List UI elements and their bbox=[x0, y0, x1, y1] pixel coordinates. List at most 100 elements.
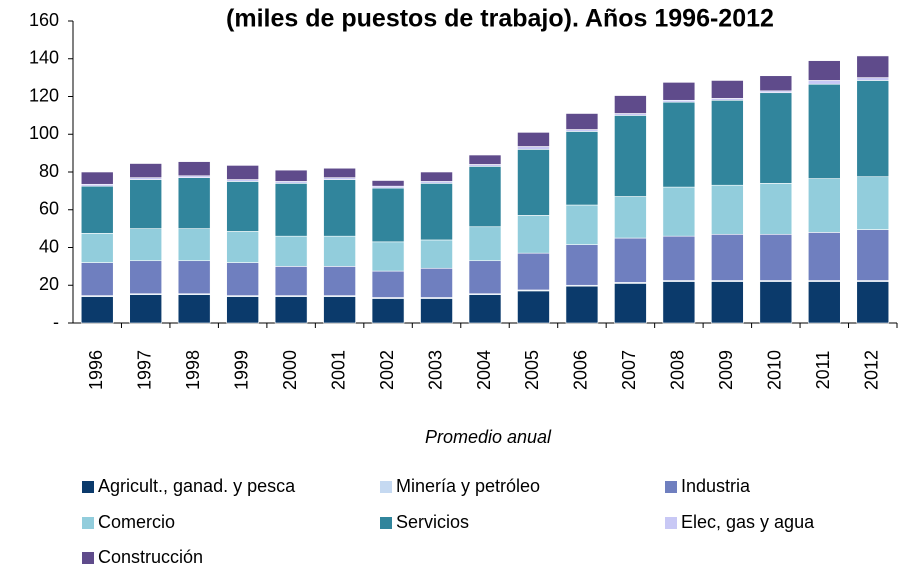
x-tick-label: 2010 bbox=[765, 350, 785, 390]
bar-segment bbox=[129, 294, 163, 324]
y-tick-label: 80 bbox=[39, 161, 59, 181]
bar-segment bbox=[420, 171, 453, 182]
bar-segment bbox=[614, 196, 647, 239]
bar-segment bbox=[807, 281, 841, 324]
bar-segment bbox=[420, 267, 453, 298]
bar-segment bbox=[856, 80, 890, 178]
x-tick-label: 1997 bbox=[134, 350, 154, 390]
bar-segment bbox=[565, 204, 599, 245]
bar-segment bbox=[759, 233, 793, 281]
bar-segment bbox=[565, 113, 599, 130]
bar-segment bbox=[129, 179, 163, 229]
bar-segment bbox=[226, 231, 259, 263]
legend-swatch bbox=[380, 481, 392, 493]
bar-segment bbox=[759, 183, 793, 235]
x-tick-label: 2011 bbox=[813, 351, 833, 390]
bar-segment bbox=[662, 281, 696, 324]
legend-label: Minería y petróleo bbox=[396, 476, 540, 496]
x-tick-label: 2006 bbox=[571, 350, 591, 390]
bar-segment bbox=[371, 180, 405, 187]
bar-segment bbox=[565, 131, 599, 206]
bar-segment bbox=[807, 232, 841, 281]
bar-segment bbox=[323, 235, 356, 267]
y-tick-label: 120 bbox=[29, 85, 59, 105]
bar-segment bbox=[856, 229, 890, 281]
bar-segment bbox=[323, 266, 356, 296]
bar-segment bbox=[177, 260, 211, 295]
bar-segment bbox=[420, 239, 453, 269]
bar-segment bbox=[517, 132, 550, 147]
y-tick-label: 60 bbox=[39, 199, 59, 219]
bar-segment bbox=[517, 149, 550, 216]
y-tick-label: 160 bbox=[29, 10, 59, 30]
bar-segment bbox=[517, 290, 550, 324]
bar-segment bbox=[759, 92, 793, 184]
legend-label: Industria bbox=[681, 476, 751, 496]
bar-segment bbox=[274, 235, 308, 267]
legend-label: Agricult., ganad. y pesca bbox=[98, 476, 296, 496]
x-tick-label: 1996 bbox=[86, 350, 106, 390]
bar-segment bbox=[807, 60, 841, 81]
bar-segment bbox=[517, 215, 550, 254]
bar-segment bbox=[371, 187, 405, 243]
bar-segment bbox=[129, 228, 163, 262]
bar-segment bbox=[517, 146, 550, 150]
bar-segment bbox=[468, 294, 502, 324]
bar-segment bbox=[274, 169, 308, 182]
legend-swatch bbox=[665, 517, 677, 529]
bar-segment bbox=[177, 294, 211, 324]
bar-segment bbox=[614, 283, 647, 324]
bar-segment bbox=[759, 281, 793, 324]
bar-segment bbox=[371, 241, 405, 272]
bar-segment bbox=[80, 185, 114, 234]
x-axis-label: Promedio anual bbox=[425, 427, 552, 447]
bar-segment bbox=[468, 226, 502, 262]
bar-segment bbox=[807, 83, 841, 179]
bar-segment bbox=[323, 179, 356, 237]
bar-segment bbox=[80, 262, 114, 296]
legend-swatch bbox=[82, 552, 94, 564]
bar-segment bbox=[856, 77, 890, 81]
x-tick-label: 2005 bbox=[522, 350, 542, 390]
y-tick-label: 40 bbox=[39, 236, 59, 256]
bar-segment bbox=[129, 163, 163, 178]
bar-segment bbox=[323, 167, 356, 178]
legend-label: Comercio bbox=[98, 512, 175, 532]
x-tick-label: 2003 bbox=[425, 350, 445, 390]
x-tick-label: 1998 bbox=[183, 350, 203, 390]
legend-swatch bbox=[665, 481, 677, 493]
bar-segment bbox=[80, 233, 114, 263]
bar-segment bbox=[759, 75, 793, 92]
x-tick-label: 2009 bbox=[716, 350, 736, 390]
bar-segment bbox=[711, 99, 744, 186]
x-tick-label: 2001 bbox=[328, 350, 348, 390]
bar-segment bbox=[468, 166, 502, 228]
bar-segment bbox=[614, 115, 647, 197]
bar-segment bbox=[323, 296, 356, 324]
y-tick-label: - bbox=[53, 312, 59, 332]
x-tick-label: 2008 bbox=[668, 350, 688, 390]
legend-swatch bbox=[82, 481, 94, 493]
legend-label: Construcción bbox=[98, 547, 203, 567]
bar-segment bbox=[856, 55, 890, 78]
bar-segment bbox=[711, 80, 744, 99]
bar-segment bbox=[129, 260, 163, 295]
bar-segment bbox=[274, 296, 308, 324]
legend-swatch bbox=[82, 517, 94, 529]
bar-segment bbox=[662, 235, 696, 281]
bar-segment bbox=[468, 260, 502, 295]
bar-segment bbox=[614, 237, 647, 283]
bar-segment bbox=[226, 262, 259, 296]
bar-segment bbox=[177, 161, 211, 177]
bar-segment bbox=[80, 171, 114, 185]
bar-segment bbox=[420, 183, 453, 241]
bar-segment bbox=[226, 181, 259, 232]
bar-segment bbox=[662, 101, 696, 188]
x-tick-label: 2002 bbox=[377, 350, 397, 390]
bar-segment bbox=[614, 95, 647, 114]
bar-segment bbox=[711, 184, 744, 235]
bar-segment bbox=[807, 178, 841, 233]
x-tick-label: 2004 bbox=[474, 350, 494, 390]
bar-segment bbox=[371, 270, 405, 298]
